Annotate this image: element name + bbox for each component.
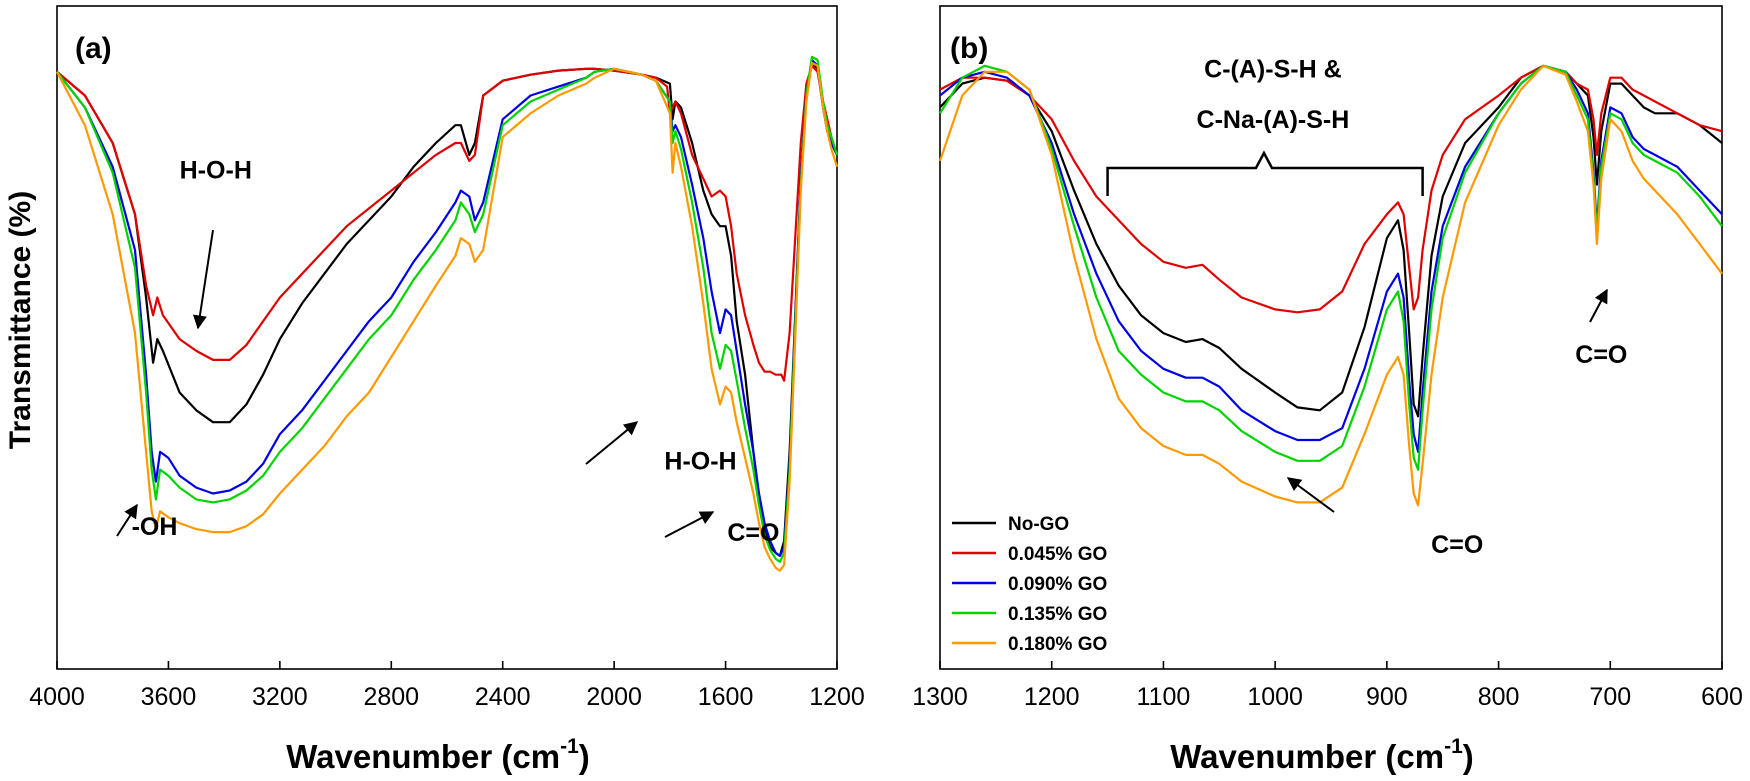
panel-b-tick-label-5: 800 <box>1478 683 1520 711</box>
panel-b-tick-label-3: 1000 <box>1247 683 1303 711</box>
panel-a-series-3 <box>56 55 839 563</box>
panel-b-series-4 <box>938 64 1723 507</box>
panel-b: 1300 1200 1100 1000 900 800 700 600 C-(A)-S-H &… <box>912 5 1743 775</box>
panel-b-series-0 <box>939 64 1723 418</box>
panel-a-x-axis-label-main: Wavenumber (cm <box>286 738 560 775</box>
panel-b-annotation-1: C-Na-(A)-S-H <box>1197 106 1350 134</box>
panel-a: 4000 3600 3200 2800 2400 2000 1600 1200 H-O-H -O… <box>4 5 865 775</box>
panel-b-tick-label-4: 900 <box>1366 683 1408 711</box>
legend-label-3: 0.135% GO <box>1008 604 1107 625</box>
panel-a-tick-label-5: 2000 <box>586 683 642 711</box>
panel-b-x-axis-label: Wavenumber (cm-1) <box>1170 735 1474 775</box>
panel-b-tick-label-6: 700 <box>1589 683 1631 711</box>
arrow-b-co-right <box>1589 288 1608 323</box>
arrow-a-oh <box>116 503 138 537</box>
panel-a-series-group <box>56 55 839 572</box>
panel-b-series-1 <box>939 64 1723 314</box>
panel-b-x-axis-label-sup: -1 <box>1444 735 1463 758</box>
panel-b-frame <box>939 5 1723 670</box>
panel-a-tick-label-7: 1200 <box>809 683 865 711</box>
legend-label-2: 0.090% GO <box>1008 574 1107 595</box>
panel-a-tick-label-3: 2800 <box>363 683 419 711</box>
panel-b-bracket <box>1106 150 1424 196</box>
panel-a-annotation-1: -OH <box>132 513 178 541</box>
panel-b-x-ticks: 1300 1200 1100 1000 900 800 700 600 <box>912 661 1743 711</box>
panel-a-x-axis-label-sup: -1 <box>560 735 579 758</box>
arrow-a-co <box>664 511 715 538</box>
panel-a-x-axis-label: Wavenumber (cm-1) <box>286 735 590 775</box>
legend: No-GO 0.045% GO 0.090% GO 0.135% GO 0.180% G… <box>952 514 1107 655</box>
panel-a-series-4 <box>56 61 839 572</box>
panel-a-annotation-3: C=O <box>727 519 779 547</box>
panel-b-label: (b) <box>950 32 988 65</box>
legend-label-0: No-GO <box>1008 514 1069 535</box>
legend-label-1: 0.045% GO <box>1008 544 1107 565</box>
panel-a-label: (a) <box>75 32 112 65</box>
panel-b-tick-label-7: 600 <box>1701 683 1743 711</box>
panel-b-tick-label-2: 1100 <box>1137 683 1191 711</box>
legend-label-4: 0.180% GO <box>1008 634 1107 655</box>
arrow-a-hoh-top <box>192 229 214 330</box>
panel-b-annotation-0: C-(A)-S-H & <box>1204 56 1341 84</box>
arrow-b-co-bottom <box>1286 477 1335 513</box>
panel-a-annotations: H-O-H -OH H-O-H C=O <box>132 157 780 547</box>
panel-b-x-axis-label-end: ) <box>1463 738 1474 775</box>
panel-b-series-group <box>938 64 1723 507</box>
panel-a-x-axis-label-end: ) <box>579 738 590 775</box>
panel-b-tick-label-1: 1200 <box>1024 683 1080 711</box>
panel-a-x-ticks: 4000 3600 3200 2800 2400 2000 1600 1200 <box>29 661 865 711</box>
arrow-a-hoh-right <box>585 421 639 465</box>
panel-a-tick-label-4: 2400 <box>475 683 531 711</box>
panel-b-annotation-2: C=O <box>1431 531 1483 559</box>
panel-a-tick-label-1: 3600 <box>141 683 197 711</box>
panel-a-tick-label-2: 3200 <box>252 683 308 711</box>
panel-b-series-3 <box>939 64 1723 471</box>
panel-b-tick-label-0: 1300 <box>912 683 968 711</box>
panel-a-frame <box>56 5 838 670</box>
panel-b-x-axis-label-main: Wavenumber (cm <box>1170 738 1444 775</box>
panel-a-annotation-2: H-O-H <box>664 448 736 476</box>
panel-b-annotation-3: C=O <box>1575 341 1627 369</box>
panel-b-annotations: C-(A)-S-H & C-Na-(A)-S-H C=O C=O <box>1197 56 1628 559</box>
panel-a-tick-label-0: 4000 <box>29 683 85 711</box>
panel-a-annotation-0: H-O-H <box>180 157 252 185</box>
panel-a-y-axis-label: Transmittance (%) <box>4 191 37 449</box>
panel-a-tick-label-6: 1600 <box>698 683 754 711</box>
